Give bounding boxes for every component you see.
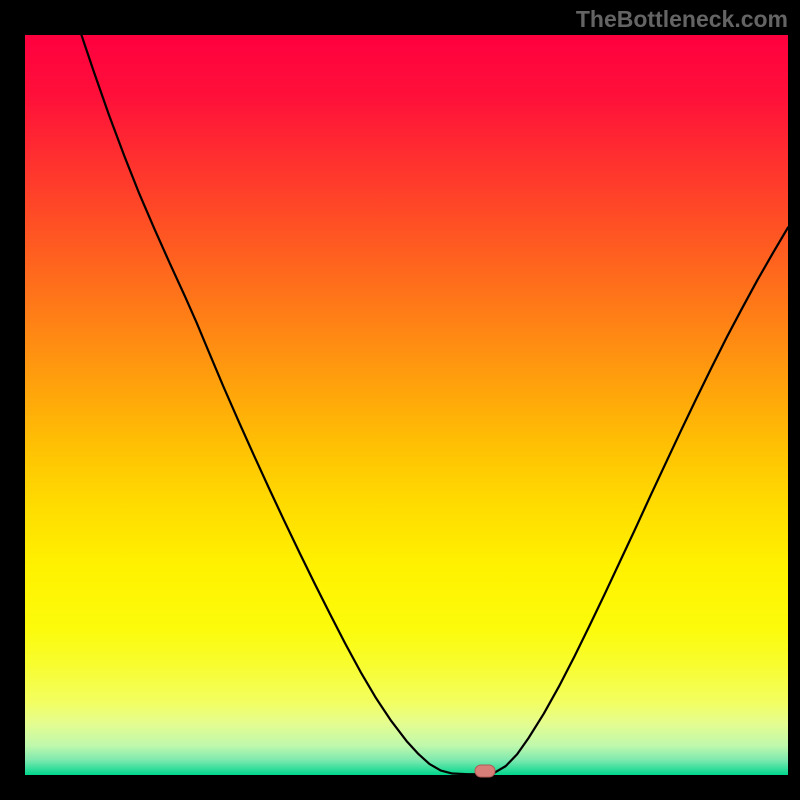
curve-layer: [25, 35, 788, 775]
chart-container: TheBottleneck.com: [0, 0, 800, 800]
bottleneck-curve: [81, 35, 788, 774]
optimum-marker: [475, 764, 496, 777]
watermark-text: TheBottleneck.com: [576, 6, 788, 33]
plot-area: [25, 35, 788, 775]
